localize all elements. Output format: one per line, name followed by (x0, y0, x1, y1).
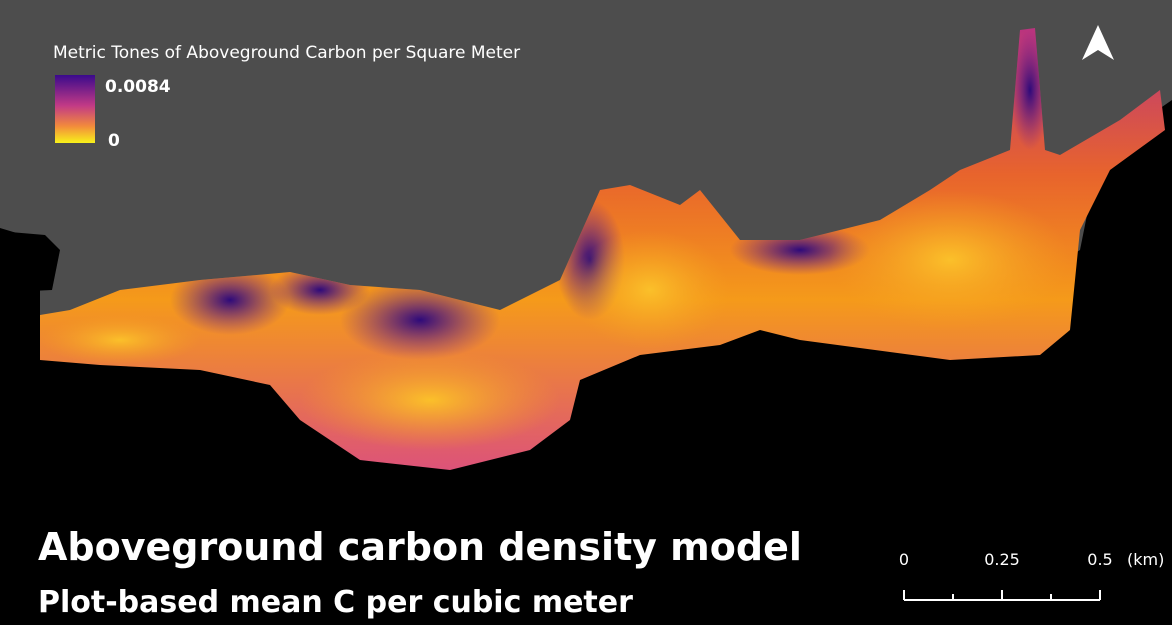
map-title: Aboveground carbon density model (38, 525, 802, 569)
scale-label: 0 (899, 550, 909, 569)
scale-label: 0.25 (984, 550, 1020, 569)
legend-max: 0.0084 (105, 77, 171, 97)
map-subtitle: Plot-based mean C per cubic meter (38, 585, 633, 620)
legend-min: 0 (108, 131, 120, 151)
scale-unit: (km) (1127, 550, 1164, 569)
map: Metric Tones of Aboveground Carbon per S… (0, 0, 1172, 625)
legend-ramp (55, 75, 95, 143)
scale-label: 0.5 (1087, 550, 1112, 569)
legend-title: Metric Tones of Aboveground Carbon per S… (53, 43, 520, 63)
